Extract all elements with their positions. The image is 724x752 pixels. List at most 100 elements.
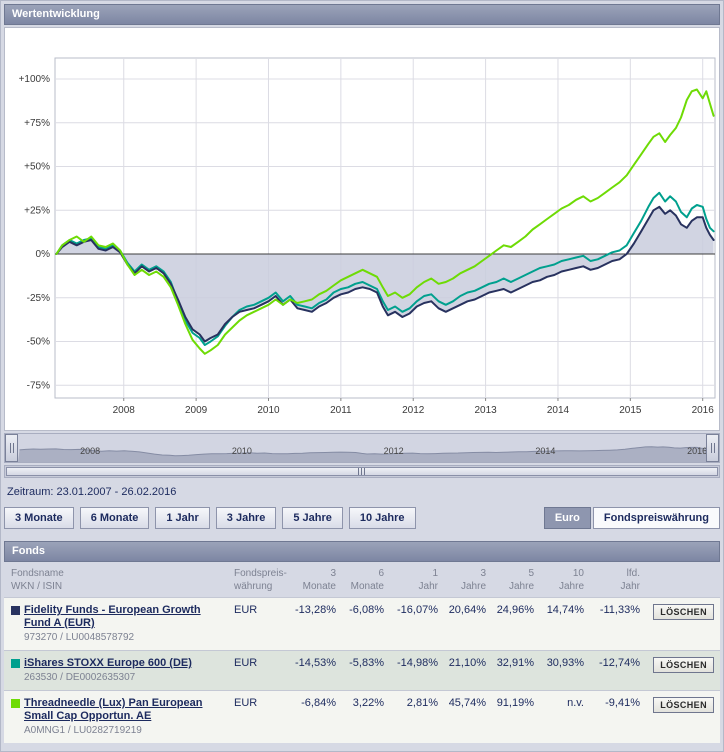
column-header-currency: Fondspreis-währung <box>234 568 287 592</box>
fund-name-link[interactable]: iShares STOXX Europe 600 (DE) <box>24 657 192 669</box>
fund-performance-value: -9,41% <box>605 697 640 709</box>
section-header-wertentwicklung: Wertentwicklung <box>4 4 720 25</box>
column-header-3monate: 3 Monate <box>302 568 336 592</box>
svg-text:2010: 2010 <box>232 446 252 456</box>
drag-grip-icon <box>710 443 715 453</box>
svg-text:2014: 2014 <box>535 446 555 456</box>
fund-performance-value: 30,93% <box>546 657 584 669</box>
series-color-swatch <box>11 606 20 615</box>
series-color-swatch <box>11 699 20 708</box>
fund-name-link[interactable]: Fidelity Funds - European Growth Fund A … <box>24 604 201 629</box>
fund-performance-value: 20,64% <box>448 604 486 616</box>
svg-text:2008: 2008 <box>113 405 136 416</box>
column-header-name: Fondsname WKN / ISIN <box>11 568 64 592</box>
period-button-10-jahre[interactable]: 10 Jahre <box>348 507 416 529</box>
fund-performance-value: -16,07% <box>397 604 438 616</box>
fund-performance-value: -14,53% <box>295 657 336 669</box>
delete-fund-button[interactable]: LÖSCHEN <box>653 657 714 673</box>
fund-performance-value: -5,83% <box>349 657 384 669</box>
chart-controls: 3 Monate 6 Monate 1 Jahr 3 Jahre 5 Jahre 10 J… <box>4 507 720 529</box>
fund-performance-value: -11,33% <box>599 604 640 616</box>
svg-text:-25%: -25% <box>27 293 50 304</box>
period-button-1-jahr[interactable]: 1 Jahr <box>155 507 210 529</box>
column-header-1jahr: 1 Jahr <box>418 568 438 592</box>
fund-currency: EUR <box>234 697 258 709</box>
drag-grip-icon <box>9 443 14 453</box>
fund-performance-value: 2,81% <box>406 697 438 709</box>
svg-text:2012: 2012 <box>384 446 404 456</box>
section-header-fonds: Fonds <box>4 541 720 562</box>
fund-performance-value: -6,08% <box>349 604 384 616</box>
fund-currency: EUR <box>234 604 258 616</box>
period-button-6-monate[interactable]: 6 Monate <box>79 507 150 529</box>
period-button-5-jahre[interactable]: 5 Jahre <box>282 507 343 529</box>
currency-button-group: Euro Fondspreiswährung <box>543 507 720 529</box>
zeitraum-label: Zeitraum: 23.01.2007 - 26.02.2016 <box>7 486 177 498</box>
navigator-right-handle[interactable] <box>706 434 719 462</box>
chart-scrollbar[interactable] <box>4 465 720 478</box>
column-header-6monate: 6 Monate <box>350 568 384 592</box>
svg-text:2016: 2016 <box>692 405 715 416</box>
delete-fund-button[interactable]: LÖSCHEN <box>653 697 714 713</box>
fund-performance-value: 21,10% <box>448 657 486 669</box>
chart-scrollbar-thumb[interactable] <box>6 467 718 476</box>
period-button-3-monate[interactable]: 3 Monate <box>4 507 74 529</box>
fund-row: iShares STOXX Europe 600 (DE) 263530 / DE… <box>4 650 720 690</box>
navigator-chart[interactable]: 2008 2010 2012 2014 2016 <box>18 434 706 462</box>
navigator-area-chart: 2008 2010 2012 2014 2016 <box>18 446 706 462</box>
column-header-5jahre: 5 Jahre <box>508 568 534 592</box>
svg-text:-50%: -50% <box>27 337 50 348</box>
fund-performance-value: 14,74% <box>546 604 584 616</box>
column-header-10jahre: 10 Jahre <box>558 568 584 592</box>
svg-text:2009: 2009 <box>185 405 208 416</box>
delete-fund-button[interactable]: LÖSCHEN <box>653 604 714 620</box>
svg-text:-75%: -75% <box>27 380 50 391</box>
fund-performance-value: n.v. <box>567 697 584 709</box>
fund-performance-value: 24,96% <box>496 604 534 616</box>
svg-text:2013: 2013 <box>474 405 497 416</box>
fund-wkn-isin: 263530 / DE0002635307 <box>24 672 136 683</box>
period-button-group: 3 Monate 6 Monate 1 Jahr 3 Jahre 5 Jahre 10 J… <box>4 507 416 529</box>
fund-performance-value: -14,98% <box>397 657 438 669</box>
fund-performance-value: 91,19% <box>496 697 534 709</box>
svg-text:2012: 2012 <box>402 405 425 416</box>
chart-range-navigator: 2008 2010 2012 2014 2016 <box>4 433 720 463</box>
fund-performance-value: -12,74% <box>599 657 640 669</box>
fund-wkn-isin: 973270 / LU0048578792 <box>24 632 135 643</box>
fonds-table: Fondsname WKN / ISIN Fondspreis-währung 3 Mo… <box>4 562 720 743</box>
fund-performance-value: 3,22% <box>352 697 384 709</box>
series-color-swatch <box>11 659 20 668</box>
fund-row: Fidelity Funds - European Growth Fund A … <box>4 597 720 650</box>
performance-chart: 2008 2009 2010 2011 2012 2013 2014 2015 2016 +100… <box>19 57 716 416</box>
column-header-3jahre: 3 Jahre <box>460 568 486 592</box>
fund-performance-value: -13,28% <box>295 604 336 616</box>
fonds-table-header: Fondsname WKN / ISIN Fondspreis-währung 3 Mo… <box>4 562 720 597</box>
performance-chart-panel: 2008 2009 2010 2011 2012 2013 2014 2015 2016 +100… <box>4 27 720 431</box>
fund-performance-value: 45,74% <box>448 697 486 709</box>
svg-text:+50%: +50% <box>24 162 50 173</box>
svg-text:2016: 2016 <box>687 446 706 456</box>
currency-button-euro[interactable]: Euro <box>543 507 591 529</box>
fund-performance-value: -6,84% <box>301 697 336 709</box>
currency-button-fondspreiswährung[interactable]: Fondspreiswährung <box>592 507 720 529</box>
fonds-table-body: Fidelity Funds - European Growth Fund A … <box>4 597 720 743</box>
svg-text:+25%: +25% <box>24 205 50 216</box>
svg-text:2008: 2008 <box>80 446 100 456</box>
fund-performance-value: 32,91% <box>496 657 534 669</box>
fund-currency: EUR <box>234 657 258 669</box>
svg-text:0%: 0% <box>36 249 51 260</box>
navigator-left-handle[interactable] <box>5 434 18 462</box>
svg-text:2014: 2014 <box>547 405 570 416</box>
fund-row: Threadneedle (Lux) Pan European Small Ca… <box>4 690 720 743</box>
svg-text:2010: 2010 <box>257 405 280 416</box>
fund-wkn-isin: A0MNG1 / LU0282719219 <box>24 725 142 736</box>
svg-text:2015: 2015 <box>619 405 642 416</box>
drag-grip-icon <box>358 468 366 475</box>
fund-name-link[interactable]: Threadneedle (Lux) Pan European Small Ca… <box>24 697 203 722</box>
period-button-3-jahre[interactable]: 3 Jahre <box>215 507 277 529</box>
svg-text:2011: 2011 <box>330 405 352 416</box>
svg-text:+100%: +100% <box>19 74 51 85</box>
svg-text:+75%: +75% <box>24 118 50 129</box>
column-header-lfd-jahr: lfd. Jahr <box>620 568 640 592</box>
